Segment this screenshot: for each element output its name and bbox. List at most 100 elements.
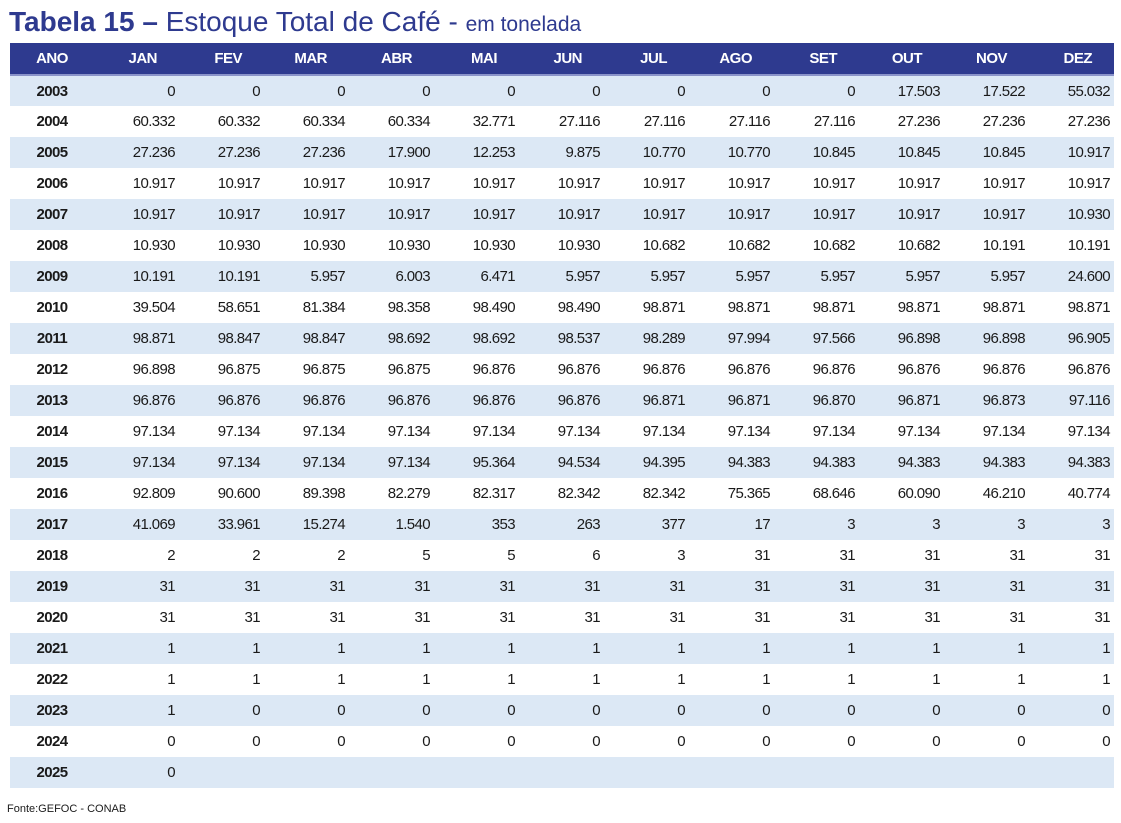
- value-cell: 10.930: [472, 237, 516, 254]
- value-cell: 27.236: [1067, 113, 1111, 130]
- value-cell: 10.917: [132, 206, 176, 223]
- value-cell: 81.384: [302, 299, 346, 316]
- header-month-fev: FEV: [179, 43, 264, 76]
- value-cell: 97.134: [642, 423, 686, 440]
- value-cell: 0: [252, 733, 260, 750]
- value-cell: 10.917: [982, 175, 1026, 192]
- value-cell: 17.522: [982, 82, 1026, 100]
- table-row: 2008 10.930 10.930 10.930 10.930 10.930 10.930…: [10, 230, 1114, 261]
- value-cell: 0: [762, 733, 770, 750]
- value-cell: 98.871: [897, 299, 941, 316]
- value-cell: 0: [507, 733, 515, 750]
- value-cell: 98.847: [217, 330, 261, 347]
- year-cell: 2003: [36, 82, 69, 100]
- value-cell: 89.398: [302, 485, 346, 502]
- value-cell: 27.236: [897, 113, 941, 130]
- value-cell: 94.534: [557, 454, 601, 471]
- source-note: Fonte:GEFOC - CONAB: [7, 803, 127, 815]
- value-cell: 5.957: [820, 268, 855, 285]
- value-cell: 10.845: [897, 144, 941, 161]
- value-cell: 96.870: [812, 392, 856, 409]
- value-cell: 10.930: [132, 237, 176, 254]
- value-cell: 98.358: [387, 299, 431, 316]
- table-row: 2025 0: [10, 757, 1114, 788]
- value-cell: 98.871: [812, 299, 856, 316]
- value-cell: 27.236: [982, 113, 1026, 130]
- value-cell: 3: [932, 516, 940, 533]
- value-cell: 98.847: [302, 330, 346, 347]
- value-cell: 92.809: [132, 485, 176, 502]
- value-cell: 94.383: [727, 454, 771, 471]
- table-title: Tabela 15 – Estoque Total de Café - em t…: [9, 2, 581, 42]
- value-cell: 10.917: [132, 175, 176, 192]
- value-cell: 0: [847, 733, 855, 750]
- value-cell: 27.236: [302, 144, 346, 161]
- value-cell: 31: [244, 609, 261, 626]
- value-cell: 1: [422, 671, 430, 688]
- value-cell: 263: [576, 516, 601, 533]
- value-cell: 32.771: [472, 113, 516, 130]
- value-cell: 10.930: [217, 237, 261, 254]
- value-cell: 96.876: [472, 361, 516, 378]
- value-cell: 46.210: [982, 485, 1026, 502]
- year-cell: 2008: [36, 237, 69, 254]
- value-cell: 1: [507, 671, 515, 688]
- value-cell: 10.917: [557, 206, 601, 223]
- table-row: 2020 31 31 31 31 31 31 31 31 31 31 31 31: [10, 602, 1114, 633]
- year-cell: 2009: [36, 268, 69, 285]
- value-cell: 1: [252, 640, 260, 657]
- value-cell: 95.364: [472, 454, 516, 471]
- value-cell: 0: [252, 702, 260, 719]
- year-cell: 2004: [36, 113, 69, 130]
- table-row: 2015 97.134 97.134 97.134 97.134 95.364 94.534…: [10, 447, 1114, 478]
- year-cell: 2025: [36, 764, 69, 781]
- value-cell: 98.490: [557, 299, 601, 316]
- value-cell: 10.917: [642, 175, 686, 192]
- value-cell: 75.365: [727, 485, 771, 502]
- value-cell: 10.917: [472, 175, 516, 192]
- value-cell: 96.876: [302, 392, 346, 409]
- value-cell: 10.845: [812, 144, 856, 161]
- table-title-main: Estoque Total de Café -: [165, 6, 466, 37]
- table-row: 2007 10.917 10.917 10.917 10.917 10.917 10.917…: [10, 199, 1114, 230]
- value-cell: 82.342: [557, 485, 601, 502]
- table-row: 2004 60.332 60.332 60.334 60.334 32.771 27.116…: [10, 106, 1114, 137]
- value-cell: 3: [1017, 516, 1025, 533]
- value-cell: 31: [754, 609, 771, 626]
- value-cell: 10.917: [472, 206, 516, 223]
- table-row: 2024 0 0 0 0 0 0 0 0 0 0 0 0: [10, 726, 1114, 757]
- value-cell: 0: [847, 82, 855, 100]
- year-cell: 2023: [36, 702, 69, 719]
- value-cell: 10.191: [217, 268, 261, 285]
- value-cell: 96.898: [132, 361, 176, 378]
- value-cell: 82.342: [642, 485, 686, 502]
- value-cell: 97.134: [897, 423, 941, 440]
- value-cell: 0: [677, 733, 685, 750]
- table-body: 2003 0 0 0 0 0 0 0 0 0 17.503 17.522 55.032 2004 60.33…: [10, 75, 1114, 788]
- value-cell: 31: [924, 578, 941, 595]
- value-cell: 82.317: [472, 485, 516, 502]
- year-cell: 2024: [36, 733, 69, 750]
- value-cell: 0: [167, 82, 175, 100]
- value-cell: 3: [847, 516, 855, 533]
- table-row: 2011 98.871 98.847 98.847 98.692 98.692 98.537…: [10, 323, 1114, 354]
- value-cell: 0: [337, 82, 345, 100]
- value-cell: 94.383: [897, 454, 941, 471]
- value-cell: 3: [677, 547, 685, 564]
- value-cell: 96.875: [302, 361, 346, 378]
- value-cell: 31: [1009, 609, 1026, 626]
- value-cell: 1: [932, 671, 940, 688]
- value-cell: 0: [507, 702, 515, 719]
- value-cell: 0: [167, 733, 175, 750]
- value-cell: 0: [252, 82, 260, 100]
- value-cell: [179, 757, 264, 788]
- value-cell: 97.134: [557, 423, 601, 440]
- value-cell: 97.134: [387, 423, 431, 440]
- year-cell: 2007: [36, 206, 69, 223]
- value-cell: 10.917: [897, 175, 941, 192]
- value-cell: 60.090: [897, 485, 941, 502]
- value-cell: [604, 757, 689, 788]
- value-cell: 98.871: [727, 299, 771, 316]
- value-cell: 58.651: [217, 299, 261, 316]
- value-cell: 68.646: [812, 485, 856, 502]
